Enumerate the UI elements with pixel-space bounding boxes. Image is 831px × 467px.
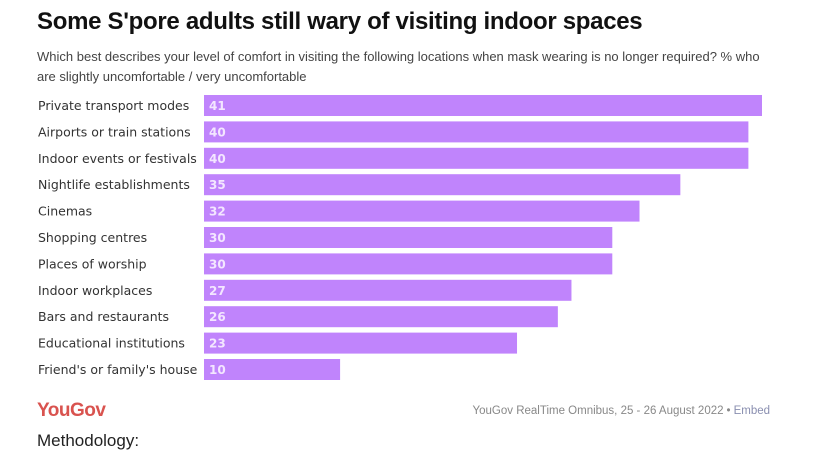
value-label: 30 (209, 231, 226, 245)
source-text: YouGov RealTime Omnibus, 25 - 26 August … (472, 405, 724, 417)
bar[interactable] (204, 200, 640, 222)
bar[interactable] (204, 174, 681, 196)
embed-link[interactable]: Embed (733, 405, 770, 417)
category-label: Bars and restaurants (38, 309, 169, 324)
bar[interactable] (204, 279, 572, 301)
value-label: 30 (209, 257, 226, 271)
value-label: 23 (209, 337, 226, 351)
value-label: 40 (209, 152, 226, 166)
value-label: 27 (209, 284, 226, 298)
value-label: 41 (209, 99, 226, 113)
category-label: Indoor workplaces (38, 283, 152, 298)
category-label: Friend's or family's house (38, 362, 198, 377)
category-label: Indoor events or festivals (38, 151, 197, 166)
chart-title: Some S'pore adults still wary of visitin… (37, 8, 643, 35)
chart-subtitle: Which best describes your level of comfo… (37, 49, 760, 84)
yougov-logo[interactable]: YouGov (37, 400, 106, 421)
bar[interactable] (204, 227, 613, 248)
value-label: 10 (209, 363, 226, 377)
bar[interactable] (204, 147, 749, 169)
bar[interactable] (204, 253, 613, 275)
methodology-heading[interactable]: Methodology: (37, 431, 140, 450)
value-label: 35 (209, 178, 226, 192)
bar[interactable] (204, 332, 518, 354)
category-label: Cinemas (38, 204, 92, 219)
category-label: Nightlife establishments (38, 177, 190, 192)
value-label: 40 (209, 125, 226, 139)
bar[interactable] (204, 306, 558, 328)
bar[interactable] (204, 359, 341, 380)
category-label: Places of worship (38, 256, 147, 271)
separator: • (726, 405, 731, 417)
source-line: YouGov RealTime Omnibus, 25 - 26 August … (473, 405, 771, 417)
category-label: Shopping centres (38, 230, 147, 245)
bar[interactable] (204, 121, 749, 143)
bar[interactable] (204, 95, 762, 116)
value-label: 32 (209, 205, 226, 219)
value-label: 26 (209, 310, 226, 324)
category-label: Private transport modes (38, 98, 189, 113)
category-label: Airports or train stations (38, 124, 191, 139)
category-label: Educational institutions (38, 336, 185, 351)
